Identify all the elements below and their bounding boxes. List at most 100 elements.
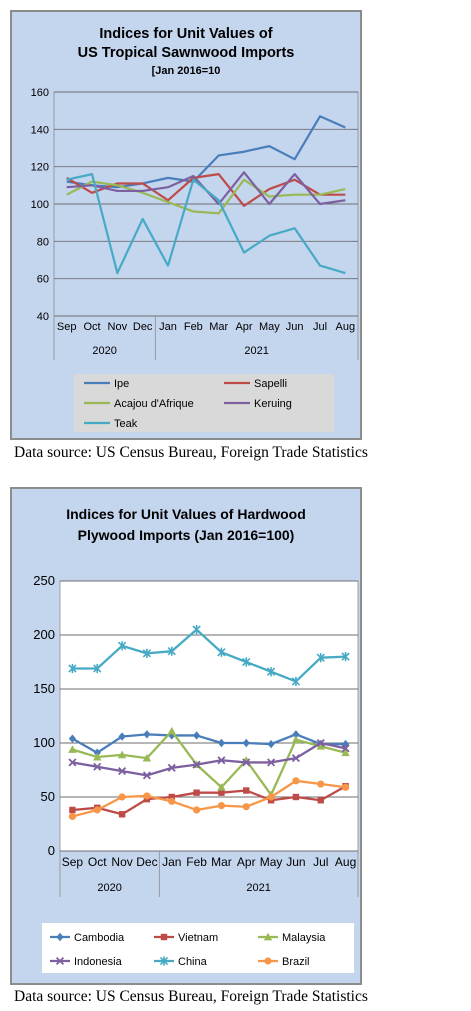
y-tick-label: 60 xyxy=(37,274,49,286)
legend-item-cambodia: Cambodia xyxy=(50,932,125,944)
data-point xyxy=(341,748,350,757)
data-point xyxy=(242,758,251,767)
data-point xyxy=(68,758,77,767)
data-point xyxy=(93,752,102,761)
data-point xyxy=(317,780,325,788)
data-point xyxy=(93,762,102,771)
series-brazil xyxy=(68,777,350,821)
legend-label: Brazil xyxy=(282,956,310,968)
sawnwood-chart-panel: Indices for Unit Values of US Tropical S… xyxy=(10,10,362,440)
y-tick-label: 100 xyxy=(31,199,49,211)
data-point xyxy=(68,812,77,821)
x-tick-label: Mar xyxy=(209,321,228,333)
series-line xyxy=(72,779,346,818)
year-label: 2021 xyxy=(246,882,270,894)
data-source-note: Data source: US Census Bureau, Foreign T… xyxy=(14,444,368,461)
x-tick-label: Nov xyxy=(111,855,132,869)
x-tick-label: Jun xyxy=(286,321,304,333)
x-tick-label: Jan xyxy=(162,855,181,869)
series-line xyxy=(72,741,346,777)
x-tick-label: Jan xyxy=(159,321,177,333)
legend-item-acajou-d-afrique: Acajou d'Afrique xyxy=(84,398,194,410)
data-point xyxy=(142,753,152,762)
x-tick-label: May xyxy=(260,855,283,869)
legend-label: Cambodia xyxy=(74,932,125,944)
data-point xyxy=(341,744,350,753)
data-point xyxy=(168,731,176,740)
series-china xyxy=(68,625,350,687)
legend-box xyxy=(74,374,334,432)
y-tick-label: 50 xyxy=(41,789,55,804)
y-tick-label: 150 xyxy=(33,681,55,696)
x-tick-label: Mar xyxy=(211,855,232,869)
data-point xyxy=(168,797,176,805)
legend-label: Sapelli xyxy=(254,378,287,390)
data-point xyxy=(316,742,325,750)
legend-label: Vietnam xyxy=(178,932,218,944)
data-source-note: Data source: US Census Bureau, Foreign T… xyxy=(14,988,368,1005)
legend-marker xyxy=(56,932,64,942)
x-tick-label: Nov xyxy=(108,321,128,333)
x-tick-label: Dec xyxy=(133,321,153,333)
data-point xyxy=(291,676,301,687)
data-point xyxy=(217,756,226,765)
data-point xyxy=(93,663,102,674)
x-tick-label: Dec xyxy=(136,855,157,869)
x-tick-label: Aug xyxy=(336,321,356,333)
data-point xyxy=(167,763,176,772)
x-tick-label: Apr xyxy=(235,321,252,333)
series-line xyxy=(66,178,346,215)
x-tick-label: Oct xyxy=(83,321,100,333)
x-tick-label: Oct xyxy=(88,855,107,869)
data-point xyxy=(292,777,300,785)
chart-title-line-1: Indices for Unit Values of Hardwood xyxy=(66,506,306,522)
x-tick-label: Feb xyxy=(186,855,207,869)
data-point xyxy=(118,811,126,818)
data-point xyxy=(69,806,76,814)
data-point xyxy=(217,802,226,810)
series-line xyxy=(72,729,346,796)
data-point xyxy=(168,793,175,801)
y-tick-label: 80 xyxy=(37,236,49,248)
legend-item-keruing: Keruing xyxy=(224,398,292,410)
chart-title-line-2: US Tropical Sawnwood Imports xyxy=(78,45,295,61)
y-tick-label: 160 xyxy=(31,87,49,99)
data-point xyxy=(267,793,275,801)
legend-marker xyxy=(264,957,272,965)
series-ipe xyxy=(66,115,346,189)
legend-box xyxy=(42,923,354,973)
data-point xyxy=(93,806,101,814)
x-tick-label: Jul xyxy=(313,855,328,869)
data-point xyxy=(341,783,350,791)
series-line xyxy=(71,733,346,754)
legend-label: Teak xyxy=(114,418,138,430)
data-point xyxy=(192,806,201,814)
series-line xyxy=(72,785,347,816)
data-point xyxy=(118,767,127,776)
legend-item-ipe: Ipe xyxy=(84,378,129,390)
y-tick-label: 0 xyxy=(48,843,55,858)
x-tick-label: Sep xyxy=(62,855,84,869)
data-point xyxy=(316,738,325,748)
data-point xyxy=(192,760,201,769)
legend-label: Ipe xyxy=(114,378,129,390)
data-point xyxy=(117,750,127,759)
data-point xyxy=(242,803,250,811)
data-point xyxy=(167,726,176,735)
data-point xyxy=(117,641,127,651)
data-point xyxy=(193,789,200,796)
y-tick-label: 120 xyxy=(31,162,49,174)
x-tick-label: Jun xyxy=(286,855,305,869)
data-point xyxy=(218,789,225,796)
legend-marker xyxy=(55,956,65,966)
data-point xyxy=(242,738,250,748)
legend-label: Indonesia xyxy=(74,956,123,968)
year-label: 2020 xyxy=(97,882,121,894)
series-line xyxy=(66,173,346,275)
sawnwood-chart: Indices for Unit Values of US Tropical S… xyxy=(31,26,359,432)
data-point xyxy=(291,735,301,744)
series-acajou-d-afrique xyxy=(66,178,346,215)
legend-label: Acajou d'Afrique xyxy=(114,398,194,410)
data-point xyxy=(167,646,176,656)
legend-label: Keruing xyxy=(254,398,292,410)
